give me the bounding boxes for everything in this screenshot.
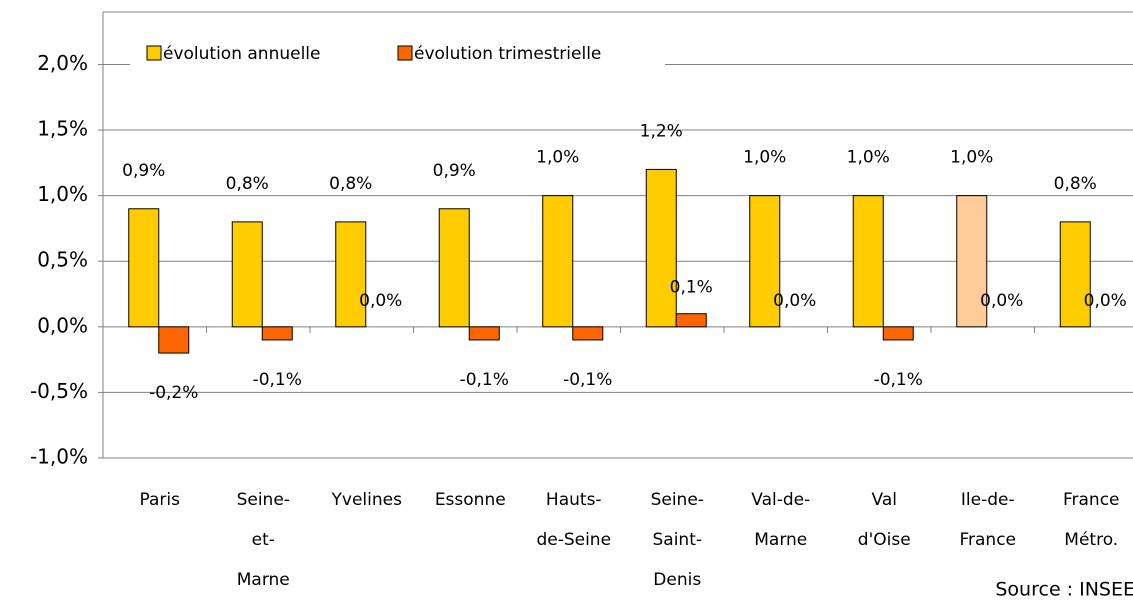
value-label: 1,0% [743, 148, 786, 168]
bar [852, 195, 884, 328]
x-tick-label: Seine- [651, 490, 704, 510]
bars: 0,9% 0,8% 0,8% 0,9% 1,0% 1,2% 1,0% 1,0% 1,0% 0,8%… [122, 121, 1127, 403]
bar [542, 195, 574, 328]
bar [675, 313, 707, 328]
value-label: 0,0% [980, 291, 1023, 311]
bar [749, 195, 781, 328]
x-tick-label: et- [252, 530, 275, 550]
value-label: 1,0% [536, 148, 579, 168]
source: Source : INSEE [995, 579, 1133, 600]
value-label: -0,1% [253, 370, 302, 390]
y-tick-label: 1,0% [37, 182, 88, 206]
value-label: 0,0% [1084, 291, 1127, 311]
value-label: -0,2% [149, 383, 198, 403]
x-tick-label: Seine- [237, 490, 290, 510]
x-tick-label: Marne [237, 570, 290, 590]
x-tick-label: Essonne [435, 490, 506, 510]
x-tick-label: Denis [653, 570, 701, 590]
value-label: 1,2% [640, 121, 683, 141]
bar [956, 195, 988, 328]
bar [1059, 221, 1091, 328]
bar [572, 326, 604, 341]
bar [128, 208, 160, 328]
value-label: 0,0% [773, 291, 816, 311]
legend-swatch [397, 45, 413, 61]
bar [335, 221, 367, 328]
value-label: 1,0% [847, 148, 890, 168]
x-tick-label: Val-de- [751, 490, 810, 510]
legend-swatch [146, 45, 162, 61]
y-tick-label: -0,5% [30, 379, 88, 403]
bar [438, 208, 470, 328]
x-tick-label: d'Oise [858, 530, 911, 550]
bar [231, 221, 263, 328]
value-label: 0,8% [1054, 174, 1097, 194]
x-tick-label: France [959, 530, 1016, 550]
x-tick-label: Hauts- [546, 490, 602, 510]
value-label: -0,1% [874, 370, 923, 390]
value-label: -0,1% [460, 370, 509, 390]
x-tick-label: France [1063, 490, 1120, 510]
y-tick-label: 0,0% [37, 313, 88, 337]
value-label: 1,0% [950, 148, 993, 168]
y-tick-label: 2,0% [37, 51, 88, 75]
x-tick-label: de-Seine [536, 530, 611, 550]
value-label: 0,0% [359, 291, 402, 311]
x-tick-label: Val [872, 490, 897, 510]
legend-label: évolution trimestrielle [414, 44, 601, 64]
value-label: 0,8% [329, 174, 372, 194]
bar [158, 326, 190, 354]
x-tick-label: Saint- [652, 530, 702, 550]
bar [882, 326, 914, 341]
bar [468, 326, 500, 341]
grid: -1,0% -0,5% 0,0% 0,5% 1,0% 1,5% 2,0% Paris Seine… [30, 51, 1133, 590]
legend-label: évolution annuelle [163, 44, 321, 64]
x-tick-label: Yvelines [331, 490, 403, 510]
x-tick-label: Paris [140, 490, 181, 510]
bar [261, 326, 293, 341]
value-label: 0,8% [226, 174, 269, 194]
x-tick-label: Métro. [1064, 530, 1118, 550]
y-tick-label: 0,5% [37, 248, 88, 272]
legend: évolution annuelle évolution trimestriell… [130, 42, 665, 68]
value-label: 0,9% [433, 161, 476, 181]
y-tick-label: -1,0% [30, 445, 88, 469]
bar [645, 168, 677, 328]
x-tick-label: Ile-de- [961, 490, 1015, 510]
value-label: 0,9% [122, 161, 165, 181]
value-label: -0,1% [563, 370, 612, 390]
y-tick-label: 1,5% [37, 117, 88, 141]
value-label: 0,1% [670, 278, 713, 298]
x-tick-label: Marne [754, 530, 807, 550]
